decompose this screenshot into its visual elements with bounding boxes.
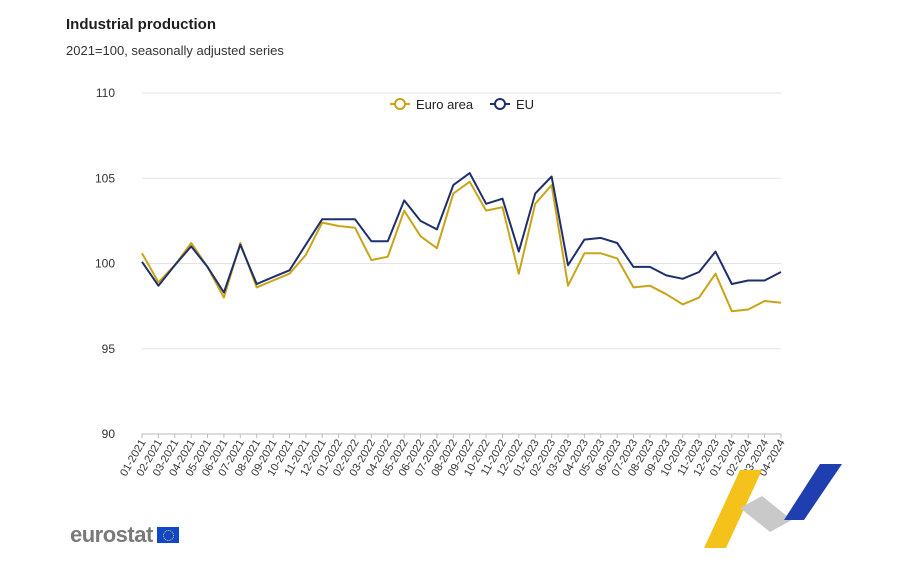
- decor-yellow-band: [704, 470, 762, 548]
- series-line-eu[interactable]: [141, 172, 782, 294]
- decor-blue-band: [784, 464, 842, 520]
- legend-marker-euro-area: [394, 98, 406, 110]
- series-lines: [141, 172, 782, 313]
- y-axis-ticks: 90 95 100 105 110: [95, 86, 115, 441]
- legend-marker-eu: [494, 98, 506, 110]
- y-tick-label: 105: [95, 171, 115, 185]
- line-chart: 90 95 100 105 110 01-202102-202103-202104-20…: [95, 86, 788, 478]
- legend-label-euro-area: Euro area: [416, 97, 474, 112]
- legend[interactable]: Euro area EU: [390, 97, 534, 112]
- y-tick-label: 95: [102, 342, 116, 356]
- legend-item-eu[interactable]: EU: [490, 97, 534, 112]
- eu-flag-icon: [156, 527, 179, 543]
- chart-title: Industrial production: [66, 16, 216, 33]
- y-tick-label: 110: [96, 86, 115, 100]
- chart-subtitle: 2021=100, seasonally adjusted series: [66, 43, 284, 58]
- y-tick-label: 90: [102, 427, 116, 441]
- legend-label-eu: EU: [516, 97, 534, 112]
- logo-text: eurostat: [70, 522, 153, 547]
- series-line-euro-area[interactable]: [141, 180, 782, 313]
- y-tick-label: 100: [95, 257, 115, 271]
- eurostat-logo[interactable]: eurostat: [70, 522, 179, 548]
- x-axis-ticks: 01-202102-202103-202104-202105-202106-20…: [118, 434, 788, 478]
- legend-item-euro-area[interactable]: Euro area: [390, 97, 474, 112]
- grid-lines: [142, 92, 781, 435]
- decor-grey-band: [740, 496, 792, 532]
- decorative-ribbon-graphic: [704, 464, 842, 548]
